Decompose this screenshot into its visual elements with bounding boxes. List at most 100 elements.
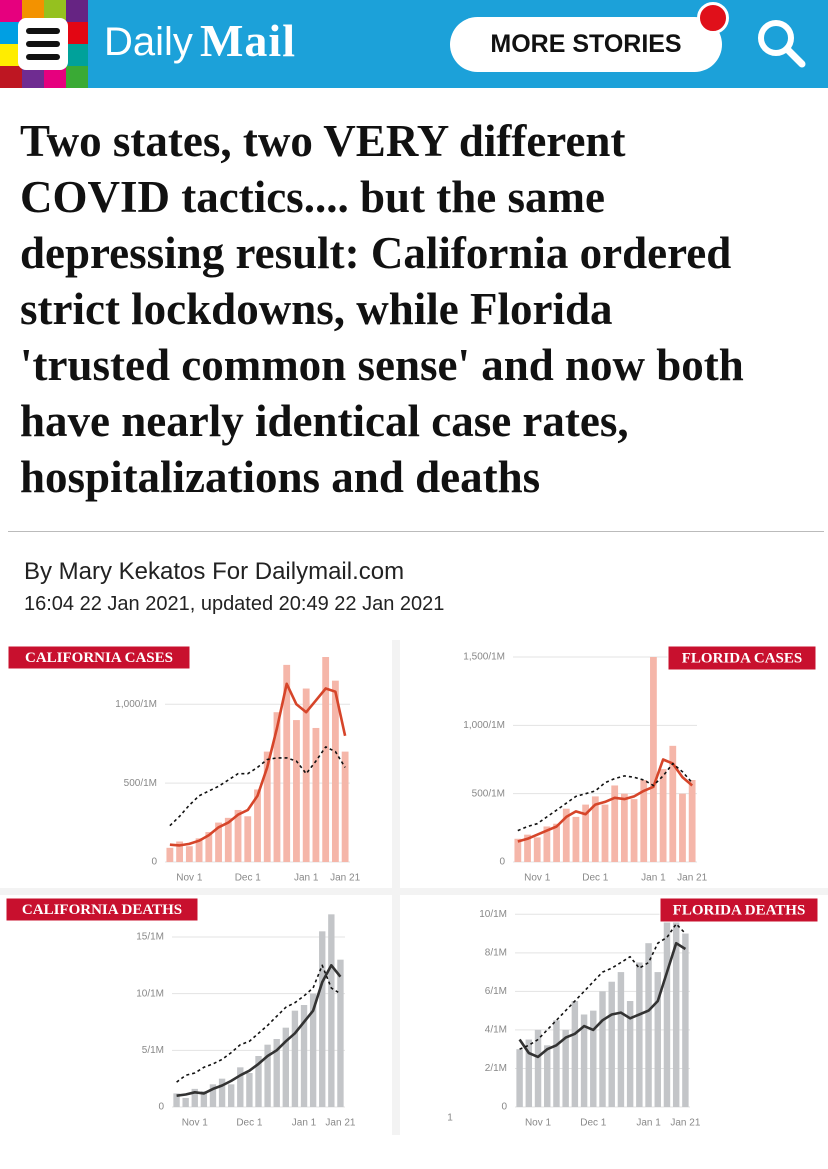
bar (234, 809, 242, 862)
notification-dot (697, 2, 729, 34)
bar (191, 1088, 198, 1107)
x-tick-label: Dec 1 (580, 1118, 607, 1129)
bar (237, 1067, 244, 1107)
x-tick-label: Dec 1 (235, 873, 262, 884)
headline-line: hospitalizations and deaths (20, 452, 541, 502)
chart-label: CALIFORNIA DEATHS (22, 902, 182, 918)
bar (601, 804, 609, 862)
headline: Two states, two VERY different COVID tact… (20, 113, 820, 505)
y-tick-label: 0 (501, 1102, 507, 1113)
bar (571, 1001, 579, 1107)
headline-line: depressing result: California ordered (20, 228, 732, 278)
y-tick-label: 1,000/1M (115, 699, 157, 710)
y-tick-label: 1,000/1M (463, 720, 505, 731)
bar (543, 826, 551, 862)
bar (246, 1073, 253, 1107)
bar (645, 943, 652, 1107)
y-tick-label: 5/1M (142, 1045, 164, 1056)
bar (176, 841, 184, 862)
logo-mail[interactable]: Mail (200, 15, 296, 66)
logo-mosaic (0, 0, 88, 88)
bar (293, 720, 300, 862)
line (176, 964, 342, 1097)
y-tick-label: 6/1M (485, 986, 507, 997)
panel-divider (392, 640, 400, 1135)
bar (630, 799, 638, 862)
dashed-line (517, 762, 693, 832)
bar (572, 816, 580, 862)
bar (185, 846, 193, 862)
bar (227, 1084, 235, 1107)
line (517, 758, 694, 843)
chart-label-box (7, 645, 191, 670)
byline: By Mary Kekatos For Dailymail.com (24, 558, 405, 585)
bar (173, 1093, 180, 1107)
x-tick-label: Nov 1 (176, 873, 203, 884)
y-tick-label: 4/1M (485, 1025, 507, 1036)
bar (553, 823, 560, 862)
bar (669, 745, 677, 862)
dashed-line (519, 923, 686, 1050)
bar (650, 657, 657, 862)
bar (302, 688, 310, 862)
x-tick-label: Nov 1 (182, 1118, 209, 1129)
chart-label: CALIFORNIA CASES (25, 650, 173, 666)
more-stories-button[interactable]: MORE STORIES (450, 17, 722, 72)
chart-label: FLORIDA DEATHS (673, 902, 806, 918)
x-tick-label: Nov 1 (524, 873, 551, 884)
bar (224, 817, 232, 862)
x-tick-label: Dec 1 (236, 1118, 263, 1129)
bar (544, 1045, 551, 1107)
bar (215, 822, 222, 862)
headline-line: Two states, two VERY different (20, 116, 626, 166)
timestamp: 16:04 22 Jan 2021, updated 20:49 22 Jan … (24, 593, 445, 615)
bar (209, 1084, 217, 1107)
x-tick-label: Jan 21 (325, 1118, 355, 1129)
x-tick-label: Jan 1 (292, 1118, 317, 1129)
bar (263, 751, 271, 862)
bar (608, 981, 615, 1107)
logo-daily[interactable]: Daily (104, 20, 193, 64)
y-tick-label: 500/1M (472, 788, 505, 799)
x-tick-label: Jan 21 (330, 873, 360, 884)
bar (331, 680, 339, 862)
bar (590, 1010, 597, 1107)
bar (166, 847, 174, 862)
x-tick-label: Jan 21 (677, 873, 707, 884)
bar (580, 1014, 588, 1107)
bar (533, 837, 541, 862)
dashed-line (176, 964, 341, 1083)
y-tick-label: 0 (151, 857, 157, 868)
bar (591, 796, 599, 862)
bar (337, 959, 344, 1107)
y-tick-label: 500/1M (124, 778, 157, 789)
headline-line: 'trusted common sense' and now both (20, 340, 744, 390)
panel-divider (0, 888, 828, 895)
bar (319, 931, 326, 1107)
bar (283, 664, 291, 862)
footnote: 1 (447, 1113, 453, 1124)
bar (195, 838, 203, 862)
y-tick-label: 0 (158, 1102, 164, 1113)
bar (626, 1001, 634, 1107)
line (518, 941, 687, 1059)
bar (524, 834, 531, 862)
bar (300, 1005, 308, 1107)
search-icon[interactable] (756, 18, 808, 70)
bar (611, 785, 619, 862)
bar (264, 1044, 271, 1107)
bar (514, 838, 522, 862)
line (169, 682, 347, 847)
x-tick-label: Jan 21 (670, 1118, 700, 1129)
chart-label-box (667, 645, 817, 671)
bar (682, 933, 689, 1107)
bar (322, 657, 330, 862)
x-tick-label: Nov 1 (525, 1118, 552, 1129)
bar (273, 712, 281, 862)
bar (617, 972, 625, 1107)
x-tick-label: Jan 1 (294, 873, 319, 884)
y-tick-label: 2/1M (485, 1063, 507, 1074)
bar (205, 832, 213, 862)
bar (328, 914, 335, 1107)
header: Daily Mail MORE STORIES (0, 0, 828, 88)
